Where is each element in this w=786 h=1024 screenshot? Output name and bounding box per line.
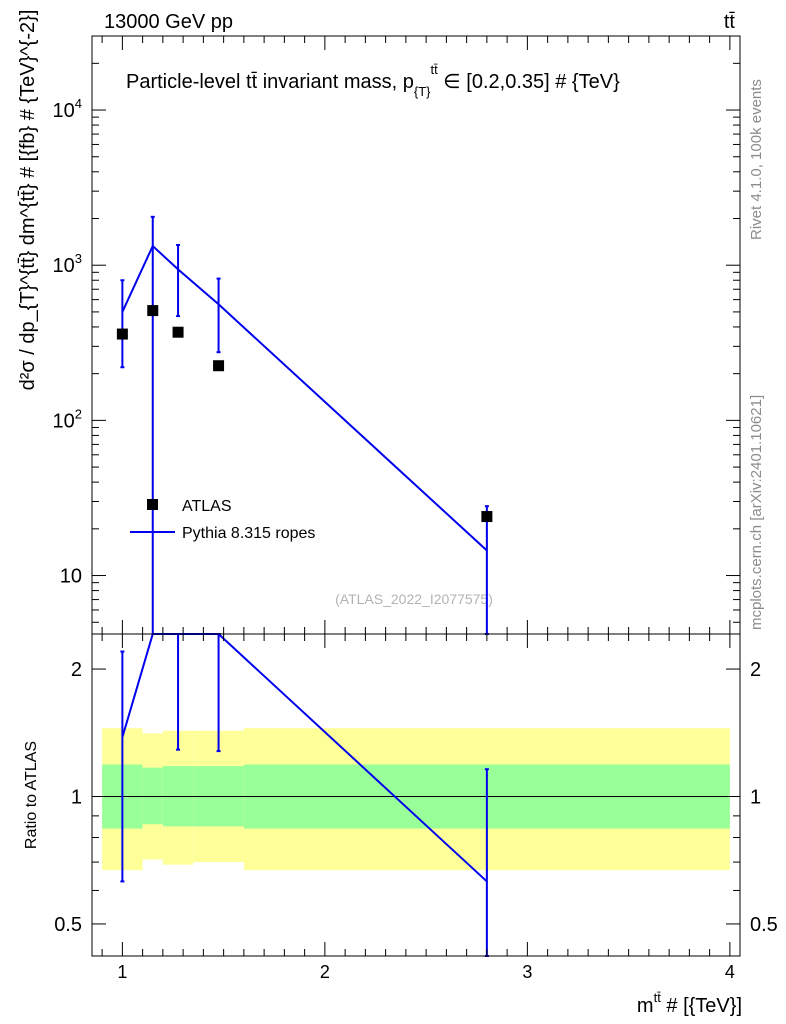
main-y-axis-label: d²σ / dp_{T}^{tt̄} dm^{tt̄} # [{fb} # {T… [17,10,39,391]
x-tick-label: 3 [522,962,532,982]
atlas-data-point [147,305,159,317]
rivet-label: Rivet 4.1.0, 100k events [748,79,765,240]
legend: ATLAS Pythia 8.315 ropes [130,498,315,542]
x-axis-label: mtt̄ # [{TeV}] [637,990,742,1017]
ratio-y-tick-label: 1 [71,786,82,808]
analysis-watermark: (ATLAS_2022_I2077575) [335,591,493,607]
atlas-data-point [172,326,184,338]
legend-mc-label: Pythia 8.315 ropes [182,525,315,542]
legend-data-label: ATLAS [182,498,232,515]
y-tick-label: 102 [53,406,82,432]
x-tick-label: 1 [117,962,127,982]
ratio-uncertainty-bands [102,728,730,871]
legend-data-marker [147,499,158,510]
y-tick-label: 10 [60,566,82,588]
plot-title: Particle-level tt̄ invariant mass, p{T}t… [126,62,620,99]
collider-label: 13000 GeV pp [104,11,233,33]
ratio-ytick-labels: 0.5 0.5 1 1 2 2 [54,659,778,936]
mc-series [120,215,489,635]
main-ytick-labels: 10 102 103 104 [53,96,82,588]
atlas-data-point [116,328,128,340]
ratio-y-tick-label-right: 1 [750,786,761,808]
ratio-panel: 0.5 0.5 1 1 2 2 1 2 3 4 Ratio to ATLAS mtt̄ # [{… [23,633,778,1017]
main-panel: 10 102 103 104 Particle-level tt̄ invariant… [17,10,741,635]
inner-band-segment [142,767,163,825]
mcplots-label: mcplots.cern.ch [arXiv:2401.10621] [748,395,765,630]
ratio-y-tick-label: 2 [71,659,82,681]
process-label: tt̄ [724,11,736,33]
ratio-y-tick-label-right: 0.5 [750,914,778,936]
ratio-y-tick-label-right: 2 [750,659,761,681]
ratio-ticks [92,634,740,956]
ratio-frame [91,633,741,957]
atlas-data-series [116,305,493,523]
atlas-data-point [481,511,493,523]
x-tick-label: 4 [725,962,735,982]
x-tick-label: 2 [320,962,330,982]
y-tick-label: 103 [53,251,82,277]
ratio-y-axis-label: Ratio to ATLAS [23,741,40,849]
y-tick-label: 104 [53,96,82,122]
x-tick-labels: 1 2 3 4 [117,962,735,982]
atlas-data-point [213,360,225,372]
main-frame [91,35,741,635]
ratio-y-tick-label: 0.5 [54,914,82,936]
